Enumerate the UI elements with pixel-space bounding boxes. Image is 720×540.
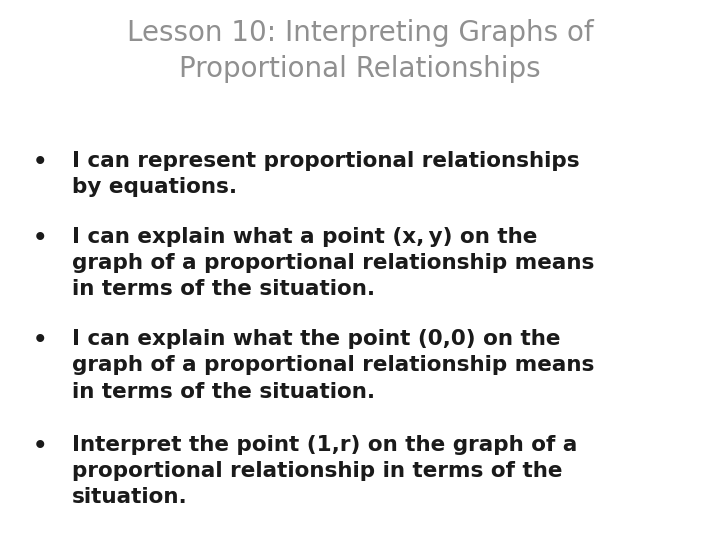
Text: •: •	[32, 435, 47, 458]
Text: •: •	[32, 227, 47, 250]
Text: I can explain what the point (0,0) on the
graph of a proportional relationship m: I can explain what the point (0,0) on th…	[72, 329, 595, 402]
Text: •: •	[32, 151, 47, 174]
Text: •: •	[32, 329, 47, 353]
Text: I can explain what a point (x, y) on the
graph of a proportional relationship me: I can explain what a point (x, y) on the…	[72, 227, 595, 299]
Text: I can represent proportional relationships
by equations.: I can represent proportional relationshi…	[72, 151, 580, 197]
Text: Interpret the point (1,r) on the graph of a
proportional relationship in terms o: Interpret the point (1,r) on the graph o…	[72, 435, 577, 507]
Text: Lesson 10: Interpreting Graphs of
Proportional Relationships: Lesson 10: Interpreting Graphs of Propor…	[127, 19, 593, 83]
